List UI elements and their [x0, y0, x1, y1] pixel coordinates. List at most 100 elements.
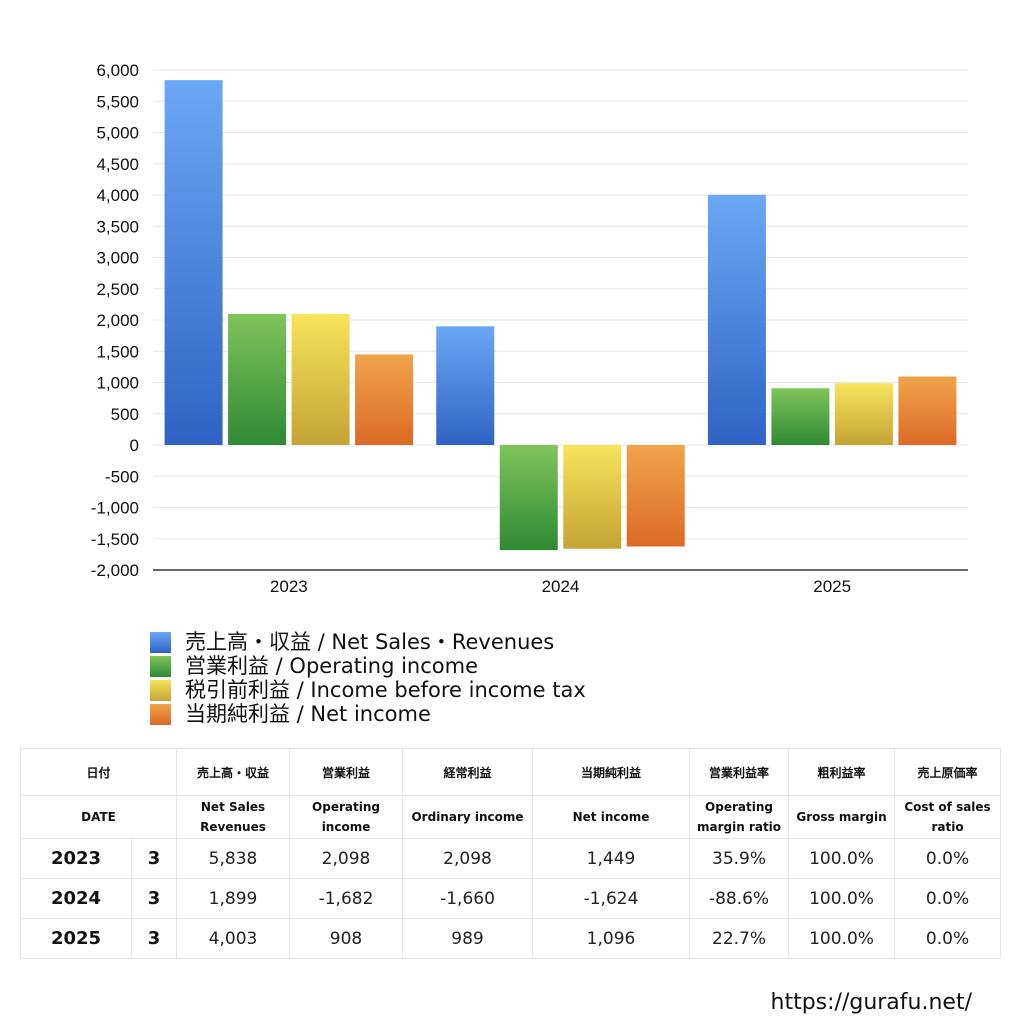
th-operating-margin-en-line1: Operating: [705, 800, 773, 814]
y-tick-label: 500: [111, 405, 139, 424]
bar-net-sales-2024: [436, 326, 495, 445]
bar-net-sales-2025: [707, 194, 766, 445]
th-net-sales-jp: 売上高・収益: [176, 748, 291, 796]
th-date-en: DATE: [19, 795, 178, 839]
th-net-sales-en-line2: Revenues: [200, 820, 266, 834]
table-row: 2024 3 1,899 -1,682 -1,660 -1,624 -88.6%…: [20, 878, 1002, 919]
cell-operating-income: -1,682: [289, 878, 404, 919]
legend-label-pretax-income: 税引前利益 / Income before income tax: [185, 678, 586, 702]
table-header-row-en: DATE Net Sales Revenues Operating income O…: [19, 795, 1002, 839]
legend-item-net-sales: 売上高・収益 / Net Sales・Revenues: [150, 630, 586, 654]
y-tick-label: -500: [105, 467, 139, 486]
cell-year: 2025: [20, 918, 132, 959]
legend-swatch-net-income: [150, 703, 171, 725]
cell-gross-margin: 100.0%: [788, 918, 896, 959]
table-row: 2025 3 4,003 908 989 1,096 22.7% 100.0% …: [20, 918, 1002, 959]
x-tick-label: 2023: [270, 577, 308, 596]
bar-operating-income-2025: [771, 388, 830, 445]
cell-ordinary-income: 989: [402, 918, 534, 959]
cell-net-sales: 1,899: [176, 878, 291, 919]
th-ordinary-income-en: Ordinary income: [402, 795, 534, 839]
th-ordinary-income-jp: 経常利益: [402, 748, 534, 796]
cell-operating-income: 908: [289, 918, 404, 959]
cell-operating-margin: -88.6%: [689, 878, 790, 919]
th-net-sales-en: Net Sales Revenues: [176, 795, 291, 839]
bar-net-income-2023: [355, 354, 414, 445]
legend-swatch-net-sales: [150, 631, 171, 653]
y-tick-label: 6,000: [96, 61, 139, 80]
legend-item-operating-income: 営業利益 / Operating income: [150, 654, 586, 678]
cell-operating-margin: 35.9%: [689, 838, 790, 879]
th-date-jp: 日付: [19, 748, 178, 796]
th-operating-margin-en: Operating margin ratio: [689, 795, 790, 839]
y-tick-label: 1,500: [96, 342, 139, 361]
th-cost-ratio-en-line1: Cost of sales: [904, 800, 991, 814]
legend: 売上高・収益 / Net Sales・Revenues 営業利益 / Opera…: [150, 630, 586, 726]
x-axis-categories: 2023 2024 2025: [270, 577, 851, 596]
th-net-income-en: Net income: [532, 795, 691, 839]
legend-label-operating-income: 営業利益 / Operating income: [185, 654, 479, 678]
th-cost-ratio-jp: 売上原価率: [894, 748, 1002, 796]
bars: [164, 80, 957, 551]
y-tick-label: 5,000: [96, 124, 139, 143]
th-operating-margin-jp: 営業利益率: [689, 748, 790, 796]
y-axis-ticks: 6,000 5,500 5,000 4,500 4,000 3,500 3,000 2,500…: [91, 61, 139, 580]
th-net-income-jp: 当期純利益: [532, 748, 691, 796]
th-gross-margin-en: Gross margin: [788, 795, 896, 839]
th-net-sales-en-line1: Net Sales: [200, 800, 266, 814]
legend-swatch-operating-income: [150, 655, 171, 677]
bar-operating-income-2024: [499, 445, 558, 551]
bar-pretax-income-2024: [563, 445, 622, 549]
y-tick-label: 2,500: [96, 280, 139, 299]
cell-gross-margin: 100.0%: [788, 878, 896, 919]
cell-cost-ratio: 0.0%: [894, 838, 1002, 879]
bar-chart: 6,000 5,500 5,000 4,500 4,000 3,500 3,000 2,500…: [91, 61, 968, 596]
y-tick-label: 4,500: [96, 155, 139, 174]
legend-label-net-income: 当期純利益 / Net income: [185, 702, 431, 726]
cell-cost-ratio: 0.0%: [894, 918, 1002, 959]
financial-table: 日付 売上高・収益 営業利益 経常利益 当期純利益 営業利益率 粗利益率 売上原…: [19, 748, 1002, 959]
bar-pretax-income-2025: [834, 383, 893, 445]
table-header-row-jp: 日付 売上高・収益 営業利益 経常利益 当期純利益 営業利益率 粗利益率 売上原…: [19, 748, 1002, 796]
cell-month: 3: [130, 878, 178, 919]
cell-operating-margin: 22.7%: [689, 918, 790, 959]
cell-ordinary-income: 2,098: [402, 838, 534, 879]
y-tick-label: 5,500: [96, 92, 139, 111]
cell-net-income: -1,624: [532, 878, 691, 919]
th-cost-ratio-en: Cost of sales ratio: [894, 795, 1002, 839]
cell-year: 2024: [20, 878, 132, 919]
cell-net-sales: 4,003: [176, 918, 291, 959]
y-tick-label: 2,000: [96, 311, 139, 330]
legend-swatch-pretax-income: [150, 679, 171, 701]
bar-operating-income-2023: [228, 313, 287, 445]
cell-operating-income: 2,098: [289, 838, 404, 879]
y-tick-label: -1,000: [91, 499, 139, 518]
y-tick-label: -2,000: [91, 561, 139, 580]
cell-year: 2023: [20, 838, 132, 879]
legend-item-pretax-income: 税引前利益 / Income before income tax: [150, 678, 586, 702]
table-row: 2023 3 5,838 2,098 2,098 1,449 35.9% 100…: [20, 838, 1002, 879]
th-operating-income-jp: 営業利益: [289, 748, 404, 796]
cell-cost-ratio: 0.0%: [894, 878, 1002, 919]
legend-item-net-income: 当期純利益 / Net income: [150, 702, 586, 726]
x-tick-label: 2024: [542, 577, 580, 596]
y-tick-label: 4,000: [96, 186, 139, 205]
bar-net-income-2025: [898, 376, 957, 445]
cell-net-income: 1,449: [532, 838, 691, 879]
legend-label-net-sales: 売上高・収益 / Net Sales・Revenues: [185, 630, 555, 654]
y-tick-label: -1,500: [91, 530, 139, 549]
bar-net-sales-2023: [164, 80, 223, 445]
th-operating-income-en-line2: income: [321, 820, 371, 834]
th-gross-margin-jp: 粗利益率: [788, 748, 896, 796]
bar-net-income-2024: [626, 445, 685, 547]
cell-month: 3: [130, 838, 178, 879]
th-cost-ratio-en-line2: ratio: [931, 820, 964, 834]
cell-net-income: 1,096: [532, 918, 691, 959]
cell-net-sales: 5,838: [176, 838, 291, 879]
x-tick-label: 2025: [813, 577, 851, 596]
y-tick-label: 1,000: [96, 374, 139, 393]
y-tick-label: 0: [130, 436, 139, 455]
cell-ordinary-income: -1,660: [402, 878, 534, 919]
site-url[interactable]: https://gurafu.net/: [770, 990, 973, 1015]
th-operating-income-en: Operating income: [289, 795, 404, 839]
